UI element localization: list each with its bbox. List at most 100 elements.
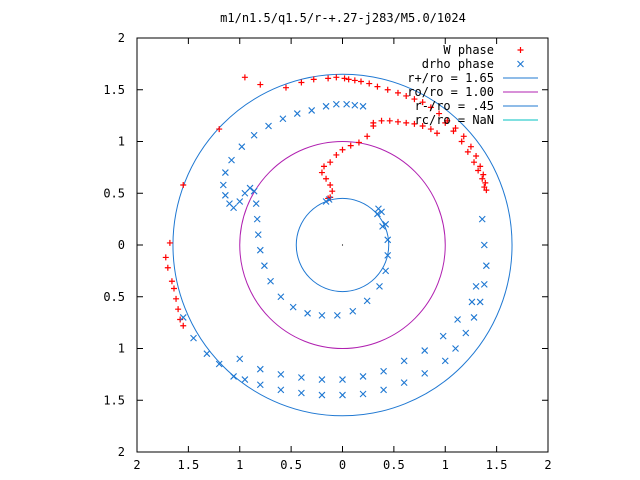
y-tick-label-6: 1 <box>118 342 125 356</box>
series-0-point-34 <box>386 117 393 124</box>
series-1-point-34 <box>376 283 383 290</box>
x-tick-label-4: 0 <box>339 458 346 472</box>
series-1-point-63 <box>480 280 488 288</box>
series-0-point-40 <box>434 130 441 137</box>
y-tick-label-5: 0.5 <box>103 290 125 304</box>
series-1-point-19 <box>246 184 254 192</box>
series-0-point-19 <box>473 152 480 159</box>
reference-circle-2 <box>295 197 390 293</box>
series-1-point-26 <box>267 277 274 285</box>
series-1-point-72 <box>339 376 346 383</box>
reference-circle-0 <box>172 73 513 417</box>
series-1-point-4 <box>359 102 367 110</box>
series-0-point-24 <box>442 119 449 126</box>
series-0-point-7 <box>374 83 381 90</box>
series-0-point-12 <box>419 99 426 106</box>
series-0-point-38 <box>419 122 426 129</box>
x-tick-label-6: 1 <box>442 458 449 472</box>
series-0-point-22 <box>482 179 489 186</box>
series-1-point-38 <box>382 220 390 228</box>
series-1-point-57 <box>421 369 429 377</box>
series-1-point-56 <box>400 379 408 387</box>
series-0-point-58 <box>298 79 305 86</box>
series-1-point-68 <box>256 365 264 373</box>
series-1-point-23 <box>254 231 262 239</box>
reference-circle-1 <box>239 141 446 349</box>
series-1-point-67 <box>236 355 244 363</box>
series-1-point-6 <box>293 110 301 117</box>
series-0-point-5 <box>357 78 364 85</box>
legend-marker-0 <box>517 47 524 53</box>
series-0-point-61 <box>180 181 187 188</box>
series-1-point-20 <box>250 187 258 195</box>
legend-label-3: ro/ro = 1.00 <box>407 85 494 99</box>
center-point <box>341 244 344 246</box>
series-1-point-37 <box>384 236 392 244</box>
series-0-point-60 <box>216 126 223 133</box>
series-0-point-10 <box>403 92 410 99</box>
series-0-point-57 <box>282 84 289 91</box>
series-1-point-69 <box>277 370 285 378</box>
series-0-point-0 <box>325 75 332 82</box>
series-0-point-50 <box>323 175 330 182</box>
x-tick-label-3: 0.5 <box>280 458 302 472</box>
series-1-point-75 <box>400 357 408 365</box>
series-1-point-31 <box>333 311 341 319</box>
series-1-point-28 <box>289 303 297 311</box>
series-1-point-53 <box>339 391 346 399</box>
series-0-point-69 <box>177 316 184 323</box>
series-1-point-58 <box>441 357 449 365</box>
series-0-point-9 <box>394 89 401 96</box>
series-1-point-5 <box>308 107 316 114</box>
series-0-point-49 <box>318 169 325 176</box>
series-1-point-42 <box>379 222 386 230</box>
series-1-point-33 <box>363 297 371 305</box>
series-0-point-42 <box>364 133 371 140</box>
axes: 2 1.5 1 0.5 0 0.5 1 1.5 221.510.500.511.52 <box>103 31 551 472</box>
series-1-point-9 <box>250 131 258 139</box>
series-1-point-13 <box>219 181 227 189</box>
series-1-point-25 <box>261 262 268 270</box>
series-1-point-66 <box>478 215 486 223</box>
series-0-point-55 <box>241 74 248 81</box>
y-tick-label-7: 1.5 <box>103 393 125 407</box>
series-1-point-78 <box>454 316 461 323</box>
series-0-point-13 <box>427 104 434 111</box>
series-0-point-28 <box>471 159 478 166</box>
series-0-point-70 <box>180 322 187 329</box>
legend-label-0: W phase <box>443 43 494 57</box>
series-1-point-74 <box>380 367 387 375</box>
series-1-point-73 <box>359 373 367 380</box>
series-0-point-30 <box>479 175 486 182</box>
series-1-point-59 <box>452 345 459 352</box>
series-1-point-11 <box>228 156 235 164</box>
legend-label-4: r-/ro = .45 <box>415 99 494 113</box>
series-0-point-25 <box>450 128 457 135</box>
y-tick-label-2: 1 <box>118 135 125 149</box>
series-0-point-27 <box>464 148 471 155</box>
series-0-point-48 <box>321 163 328 170</box>
series-0-point-59 <box>310 76 317 83</box>
series-1-point-80 <box>472 283 480 290</box>
series-0-point-35 <box>394 118 401 125</box>
series-0-point-6 <box>366 80 373 87</box>
series-1-point-76 <box>421 347 429 354</box>
series-1-point-40 <box>375 205 382 213</box>
y-tick-label-4: 0 <box>118 238 125 252</box>
series-0-point-8 <box>384 86 391 93</box>
series-0-point-31 <box>481 184 488 191</box>
series-1-point-12 <box>221 169 229 176</box>
series-1-point-51 <box>298 389 305 397</box>
series-0-point-44 <box>347 142 354 149</box>
series-1-point-77 <box>439 332 447 340</box>
series-0-point-64 <box>164 264 171 271</box>
series-1-point-44 <box>190 334 197 342</box>
series-0-point-39 <box>427 126 434 133</box>
series-1-point-54 <box>359 390 367 398</box>
series-0-point-20 <box>477 163 484 170</box>
series-1-point-49 <box>256 381 264 389</box>
series-0-point-17 <box>460 133 467 140</box>
x-tick-label-8: 2 <box>544 458 551 472</box>
